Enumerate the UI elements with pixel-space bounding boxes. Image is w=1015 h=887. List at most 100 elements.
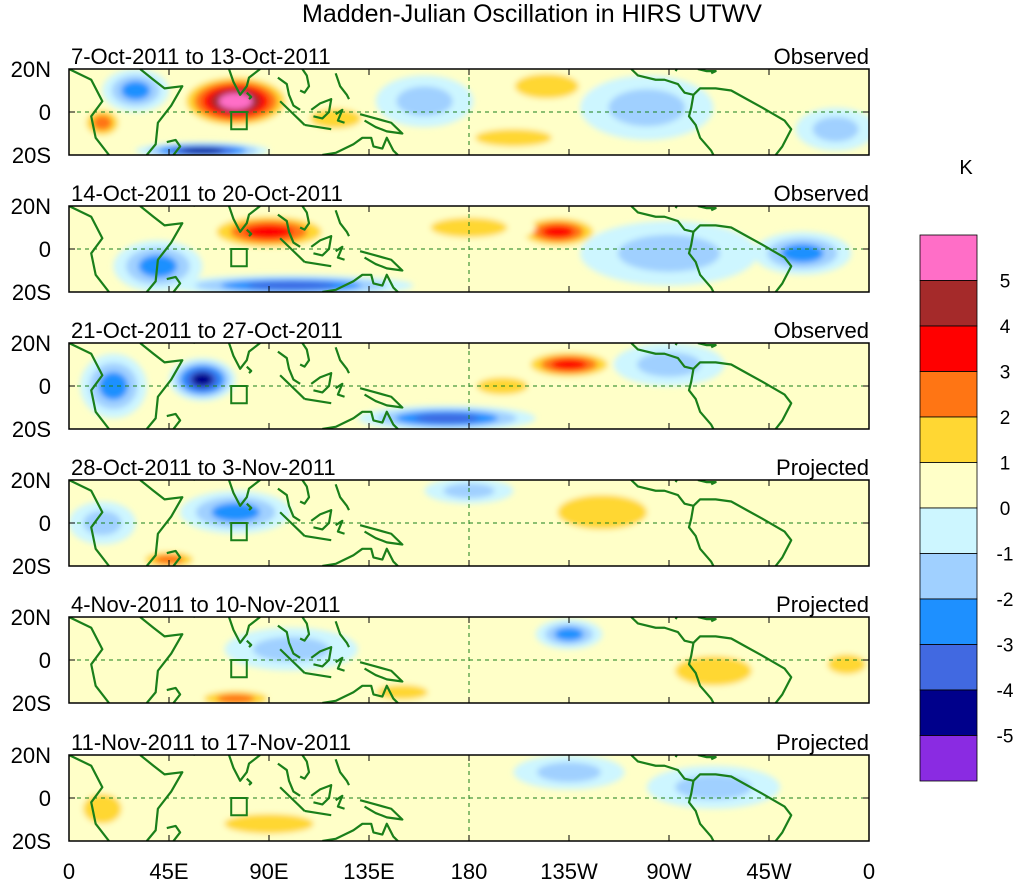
y-tick-label: 0 (39, 511, 51, 536)
coastline (697, 480, 717, 486)
coastline (359, 524, 404, 546)
coastline (334, 758, 350, 786)
y-tick-label: 20S (12, 554, 51, 579)
coastline (227, 755, 261, 782)
coastline (630, 69, 793, 155)
colorbar-label: -3 (997, 636, 1014, 657)
coastline (69, 755, 110, 841)
coastline (687, 231, 715, 292)
coastline (322, 822, 399, 841)
anomaly-feature-3 (169, 274, 414, 292)
anomaly-feature-6 (746, 507, 858, 560)
colorbar-swatch (919, 553, 978, 600)
panel-status: Observed (774, 181, 869, 206)
coastlines (69, 480, 793, 566)
coastline (166, 412, 182, 429)
anomaly-feature-1 (191, 687, 281, 703)
coastline (322, 547, 399, 566)
coastline (359, 799, 404, 821)
panel-period: 7-Oct-2011 to 13-Oct-2011 (71, 44, 331, 69)
y-tick-label: 20N (11, 743, 51, 768)
coastline (687, 505, 715, 566)
x-tick-label: 135W (540, 859, 598, 884)
coastline (310, 97, 333, 120)
y-tick-label: 0 (39, 374, 51, 399)
panel-2: 20N 0 20S 14-Oct-2011 to 20-Oct-2011 Observe… (11, 181, 870, 305)
coastline (166, 549, 182, 566)
coastline (227, 480, 261, 507)
coastline (246, 777, 253, 786)
y-tick-label: 0 (39, 786, 51, 811)
colorbar-swatch (919, 735, 978, 782)
coastline (322, 136, 399, 155)
contour-level (827, 654, 866, 675)
contour-level (224, 813, 314, 834)
coastlines (69, 69, 793, 155)
anomaly-feature-4 (357, 405, 536, 429)
coastline (299, 755, 311, 780)
contour-level (554, 627, 584, 641)
anomaly-feature-4 (69, 782, 136, 835)
colorbar-label: -2 (997, 590, 1014, 611)
contour-level (191, 372, 213, 387)
anomaly-feature-1 (169, 358, 236, 402)
panel-3: 20N 0 20S 21-Oct-2011 to 27-Oct-2011 Observe… (11, 318, 870, 442)
anomaly-feature-3 (520, 349, 618, 380)
panel-4: 20N 0 20S 28-Oct-2011 to 3-Nov-2011 Projecte… (11, 455, 870, 579)
contour-level (537, 762, 601, 783)
contour-level (475, 129, 552, 147)
coastline (227, 206, 261, 233)
coastline (166, 275, 182, 292)
colorbar-swatch (919, 644, 978, 691)
coastline (139, 617, 184, 703)
anomaly-feature-2 (80, 353, 147, 419)
coastline (139, 480, 184, 566)
coastline (277, 624, 301, 659)
anomaly-feature-2 (513, 755, 625, 790)
anomaly-feature-3 (524, 482, 681, 543)
coastline (310, 372, 333, 394)
coastline (69, 206, 110, 292)
coastline (335, 794, 345, 810)
y-tick-label: 20S (12, 691, 51, 716)
colorbar-label: -1 (997, 545, 1014, 566)
coastline (246, 365, 253, 374)
panel-period: 28-Oct-2011 to 3-Nov-2011 (71, 455, 336, 480)
contour-level (121, 81, 151, 100)
contour-level (376, 684, 428, 700)
coastline (277, 487, 301, 522)
x-axis: 0 45E 90E 135E 180 135W 90W 45W 0 (63, 859, 875, 884)
coastline (697, 69, 717, 75)
coastline (69, 617, 110, 703)
coastline (299, 69, 311, 94)
anomaly-feature-3 (646, 765, 781, 809)
anomaly-field (80, 69, 869, 155)
coastline (310, 645, 333, 668)
coastlines (69, 206, 793, 292)
contour-level (310, 108, 362, 129)
coastline (335, 656, 345, 672)
coastline (359, 113, 404, 135)
colorbar-swatch (919, 325, 978, 372)
contour-level (244, 224, 294, 239)
colorbar-swatch (919, 598, 978, 645)
contour-level (557, 494, 648, 530)
colorbar-label: 4 (1000, 317, 1011, 338)
anomaly-feature-4 (102, 69, 169, 112)
colorbar-units: K (959, 157, 973, 179)
contour-level (637, 352, 701, 377)
coastline (697, 755, 717, 761)
coastline (687, 780, 715, 841)
y-tick-label: 0 (39, 100, 51, 125)
coastlines (69, 617, 793, 703)
x-tick-label: 45E (149, 859, 188, 884)
y-tick-label: 20S (12, 143, 51, 168)
contour-level (617, 234, 721, 272)
coastline (687, 368, 715, 429)
coastline (359, 387, 404, 409)
coastline (630, 206, 793, 292)
panel-period: 14-Oct-2011 to 20-Oct-2011 (71, 181, 343, 206)
contour-level (551, 359, 587, 370)
coastline (279, 237, 306, 263)
